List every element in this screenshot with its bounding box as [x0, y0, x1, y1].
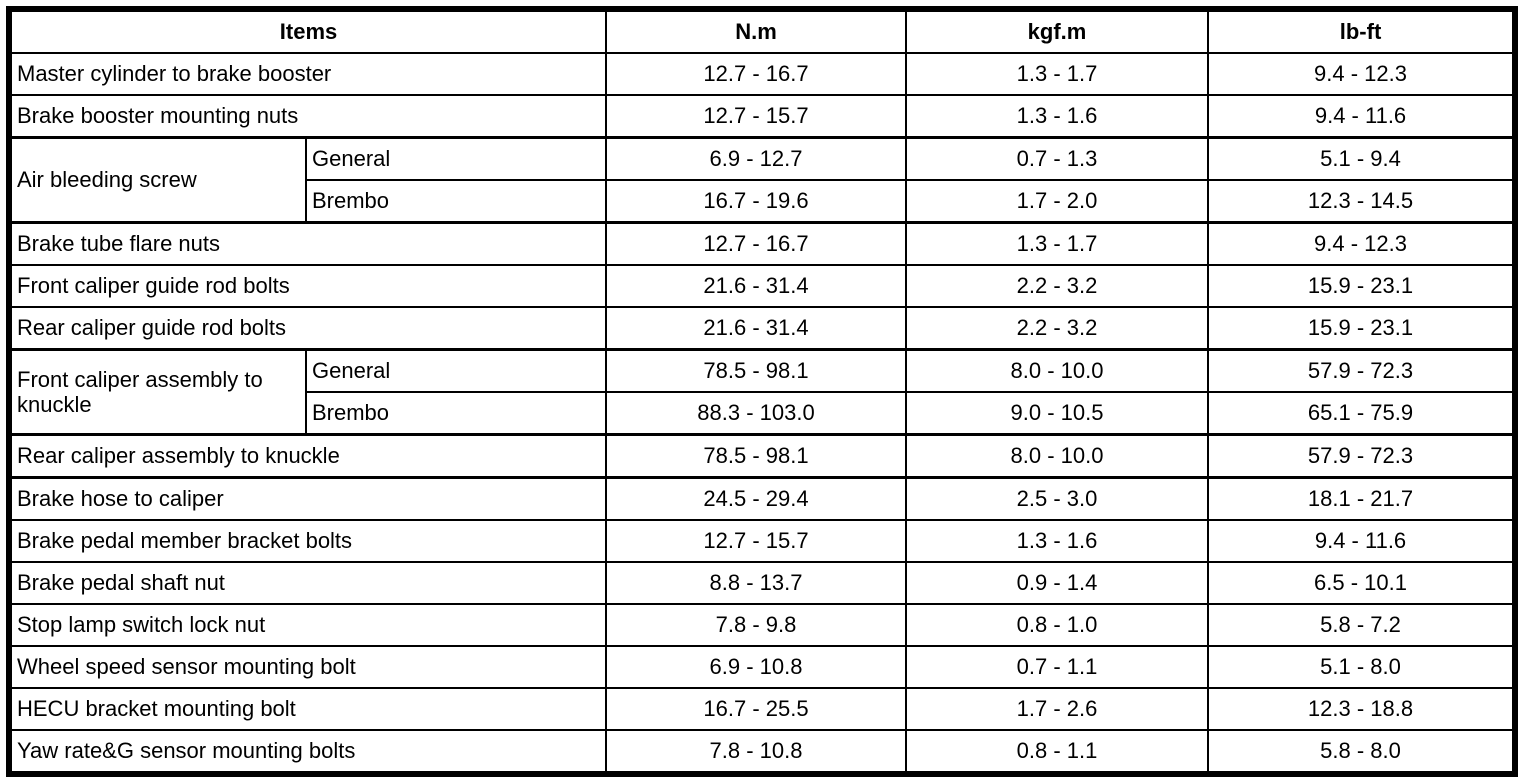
value-kgfm: 2.5 - 3.0 — [905, 476, 1210, 521]
value-kgfm: 1.3 - 1.6 — [905, 519, 1210, 563]
table-row-group-start: Front caliper assembly to knuckle Genera… — [8, 348, 1517, 436]
value-nm: 24.5 - 29.4 — [605, 476, 908, 521]
item-cell: Stop lamp switch lock nut — [7, 603, 608, 647]
column-header-nm: N.m — [605, 8, 908, 54]
value-kgfm: 1.3 - 1.7 — [905, 52, 1210, 96]
value-lbft: 9.4 - 12.3 — [1207, 221, 1517, 266]
value-nm: 8.8 - 13.7 — [605, 561, 908, 605]
value-nm: 21.6 - 31.4 — [605, 306, 908, 351]
value-kgfm: 2.2 - 3.2 — [905, 264, 1210, 308]
table-row: Brake booster mounting nuts 12.7 - 15.7 … — [7, 94, 1517, 139]
item-cell: Rear caliper assembly to knuckle — [7, 433, 608, 479]
value-kgfm: 1.3 - 1.7 — [905, 221, 1210, 266]
value-lbft: 6.5 - 10.1 — [1207, 561, 1517, 605]
sub-item-cell: Brembo — [304, 179, 608, 224]
value-nm: 78.5 - 98.1 — [605, 348, 908, 393]
value-nm: 6.9 - 12.7 — [605, 136, 908, 181]
table-row: Wheel speed sensor mounting bolt 6.9 - 1… — [7, 645, 1517, 689]
header-row: Items N.m kgf.m lb-ft — [7, 8, 1517, 54]
value-lbft: 5.1 - 9.4 — [1207, 136, 1517, 181]
value-kgfm: 1.7 - 2.0 — [905, 179, 1210, 224]
value-kgfm: 1.7 - 2.6 — [905, 687, 1210, 731]
torque-spec-table: Items N.m kgf.m lb-ft Master cylinder to… — [6, 6, 1519, 777]
item-cell: Yaw rate&G sensor mounting bolts — [7, 729, 608, 775]
value-nm: 78.5 - 98.1 — [605, 433, 908, 479]
value-kgfm: 0.7 - 1.1 — [905, 645, 1210, 689]
column-header-kgfm: kgf.m — [905, 8, 1210, 54]
value-lbft: 5.1 - 8.0 — [1207, 645, 1517, 689]
value-lbft: 12.3 - 14.5 — [1207, 179, 1517, 224]
item-cell: Wheel speed sensor mounting bolt — [7, 645, 608, 689]
value-nm: 21.6 - 31.4 — [605, 264, 908, 308]
column-header-items: Items — [7, 8, 608, 54]
value-lbft: 5.8 - 7.2 — [1207, 603, 1517, 647]
value-nm: 16.7 - 19.6 — [605, 179, 908, 224]
value-nm: 7.8 - 10.8 — [605, 729, 908, 775]
table-row-group-start: Air bleeding screw General 6.9 - 12.7 0.… — [8, 136, 1517, 224]
value-lbft: 5.8 - 8.0 — [1207, 729, 1517, 775]
value-lbft: 15.9 - 23.1 — [1207, 306, 1517, 351]
value-lbft: 15.9 - 23.1 — [1207, 264, 1517, 308]
sub-item-cell: General — [304, 136, 608, 181]
item-cell-merged: Air bleeding screw — [8, 136, 307, 224]
table-row: Stop lamp switch lock nut 7.8 - 9.8 0.8 … — [7, 603, 1517, 647]
table-row: Rear caliper assembly to knuckle 78.5 - … — [7, 433, 1517, 479]
item-cell: Brake hose to caliper — [7, 476, 608, 521]
value-lbft: 9.4 - 11.6 — [1207, 519, 1517, 563]
value-lbft: 9.4 - 11.6 — [1207, 94, 1517, 139]
sub-item-cell: Brembo — [304, 391, 608, 436]
value-nm: 12.7 - 15.7 — [605, 94, 908, 139]
table-row: Brake tube flare nuts 12.7 - 16.7 1.3 - … — [7, 221, 1517, 266]
item-cell: HECU bracket mounting bolt — [7, 687, 608, 731]
value-kgfm: 8.0 - 10.0 — [905, 433, 1210, 479]
value-nm: 6.9 - 10.8 — [605, 645, 908, 689]
table-row: Brake pedal shaft nut 8.8 - 13.7 0.9 - 1… — [7, 561, 1517, 605]
item-cell: Brake pedal member bracket bolts — [7, 519, 608, 563]
value-kgfm: 0.9 - 1.4 — [905, 561, 1210, 605]
value-nm: 12.7 - 16.7 — [605, 52, 908, 96]
item-cell-merged: Front caliper assembly to knuckle — [8, 348, 307, 436]
value-lbft: 57.9 - 72.3 — [1207, 433, 1517, 479]
item-cell: Front caliper guide rod bolts — [7, 264, 608, 308]
item-cell: Brake tube flare nuts — [7, 221, 608, 266]
value-lbft: 9.4 - 12.3 — [1207, 52, 1517, 96]
value-nm: 16.7 - 25.5 — [605, 687, 908, 731]
table-row: Brembo 88.3 - 103.0 9.0 - 10.5 65.1 - 75… — [9, 391, 1517, 436]
column-header-lbft: lb-ft — [1207, 8, 1517, 54]
value-nm: 88.3 - 103.0 — [605, 391, 908, 436]
value-nm: 12.7 - 16.7 — [605, 221, 908, 266]
value-kgfm: 0.8 - 1.1 — [905, 729, 1210, 775]
sub-item-cell: General — [304, 348, 608, 393]
item-cell: Rear caliper guide rod bolts — [7, 306, 608, 351]
value-nm: 7.8 - 9.8 — [605, 603, 908, 647]
value-lbft: 65.1 - 75.9 — [1207, 391, 1517, 436]
value-lbft: 18.1 - 21.7 — [1207, 476, 1517, 521]
value-nm: 12.7 - 15.7 — [605, 519, 908, 563]
table-row: Brake pedal member bracket bolts 12.7 - … — [7, 519, 1517, 563]
value-kgfm: 1.3 - 1.6 — [905, 94, 1210, 139]
value-kgfm: 2.2 - 3.2 — [905, 306, 1210, 351]
table-row: Master cylinder to brake booster 12.7 - … — [7, 52, 1517, 96]
table-row: Brake hose to caliper 24.5 - 29.4 2.5 - … — [7, 476, 1517, 521]
item-cell: Master cylinder to brake booster — [7, 52, 608, 96]
value-kgfm: 9.0 - 10.5 — [905, 391, 1210, 436]
value-kgfm: 0.8 - 1.0 — [905, 603, 1210, 647]
item-cell: Brake booster mounting nuts — [7, 94, 608, 139]
value-lbft: 12.3 - 18.8 — [1207, 687, 1517, 731]
value-kgfm: 8.0 - 10.0 — [905, 348, 1210, 393]
table-row: Yaw rate&G sensor mounting bolts 7.8 - 1… — [7, 729, 1517, 775]
item-cell: Brake pedal shaft nut — [7, 561, 608, 605]
table-row: Rear caliper guide rod bolts 21.6 - 31.4… — [7, 306, 1517, 351]
table-row: Brembo 16.7 - 19.6 1.7 - 2.0 12.3 - 14.5 — [9, 179, 1517, 224]
table-row: HECU bracket mounting bolt 16.7 - 25.5 1… — [7, 687, 1517, 731]
value-lbft: 57.9 - 72.3 — [1207, 348, 1517, 393]
value-kgfm: 0.7 - 1.3 — [905, 136, 1210, 181]
table-row: Front caliper guide rod bolts 21.6 - 31.… — [7, 264, 1517, 308]
